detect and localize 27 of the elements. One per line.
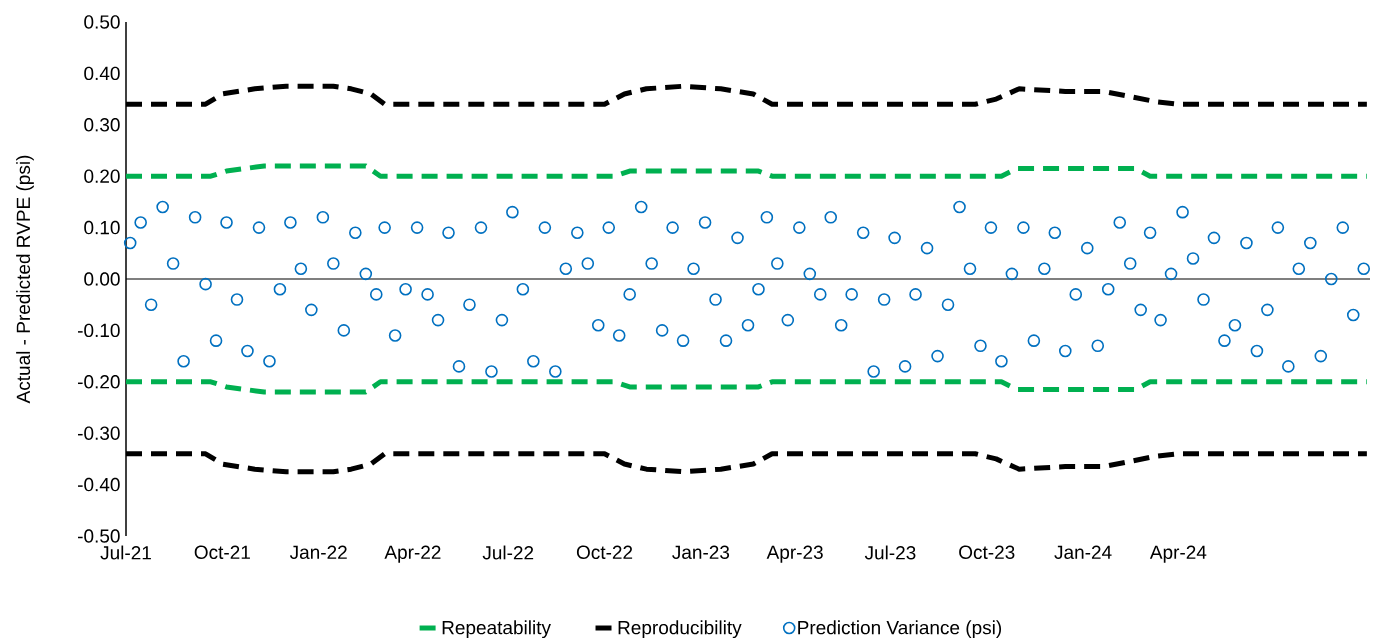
y-tick-label: 0.50 [84,15,120,29]
y-axis-title: Actual - Predicted RVPE (psi) [16,155,34,404]
legend-label: Prediction Variance (psi) [798,620,1002,639]
y-tick-label: -0.20 [78,375,120,389]
x-tick-label: Jul-23 [864,545,916,560]
x-tick-label: Jan-23 [672,545,730,559]
y-tick-label: -0.10 [78,323,120,338]
y-tick-label: 0.20 [84,169,120,183]
y-tick-label: 0.40 [84,66,120,81]
y-tick-label: -0.30 [78,426,120,440]
x-tick-label: Apr-24 [1149,545,1207,563]
y-tick-label: -0.50 [78,529,120,543]
x-tick-label: Jan-22 [289,545,347,559]
y-tick-label: 0.00 [84,272,120,286]
x-tick-label: Apr-23 [766,545,823,563]
x-tick-label: Oct-23 [959,545,1015,559]
y-tick-label: 0.10 [84,220,120,235]
y-tick-label: -0.40 [78,477,120,492]
y-tick-label: 0.30 [84,118,120,132]
x-tick-label: Oct-22 [576,545,633,559]
legend-label: Reproducibility [618,620,742,639]
legend-label: Repeatability [442,620,551,639]
x-tick-label: Apr-22 [384,545,441,563]
x-tick-label: Oct-21 [194,545,250,559]
x-tick-label: Jan-24 [1054,545,1112,559]
x-tick-label: Jul-22 [482,545,534,560]
x-tick-label: Jul-21 [100,545,151,560]
